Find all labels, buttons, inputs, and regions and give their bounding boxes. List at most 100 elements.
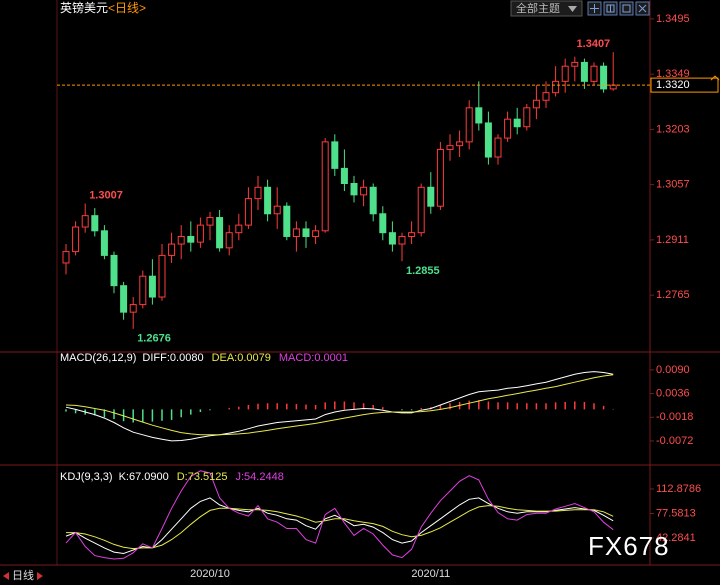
legend-entry: DIFF:0.0080 bbox=[142, 352, 203, 364]
y-tick-label: -0.0072 bbox=[656, 435, 693, 447]
candle-body bbox=[168, 243, 176, 256]
y-tick-label: 1.2911 bbox=[656, 234, 689, 246]
indicator-line bbox=[65, 470, 614, 560]
select-label[interactable]: 全部主题 bbox=[516, 1, 560, 15]
candle-body bbox=[177, 235, 185, 245]
indicator-line bbox=[65, 374, 614, 436]
x-tick-label: 2020/11 bbox=[411, 568, 450, 580]
candle-body bbox=[350, 183, 358, 196]
candle-body bbox=[81, 215, 89, 228]
candle-body bbox=[436, 148, 444, 207]
low-annotation: 1.2676 bbox=[137, 333, 171, 345]
candle-body bbox=[283, 205, 291, 237]
legend-entry: K:67.0900 bbox=[119, 471, 169, 483]
indicator-line bbox=[65, 497, 614, 555]
candle-body bbox=[62, 251, 70, 264]
y-tick-label: 0.0036 bbox=[656, 387, 690, 399]
select-box[interactable] bbox=[510, 0, 583, 17]
candle-body bbox=[360, 186, 368, 196]
candle-body bbox=[91, 215, 99, 232]
candle-body bbox=[417, 186, 425, 234]
y-tick-label: 1.3057 bbox=[656, 179, 690, 191]
candle-body bbox=[235, 224, 243, 234]
candle-body bbox=[292, 228, 300, 237]
candle-body bbox=[302, 228, 310, 237]
indicator-title: KDJ(9,3,3) bbox=[60, 471, 113, 483]
candle-body bbox=[523, 107, 531, 128]
candle-body bbox=[100, 230, 108, 256]
candle-body bbox=[408, 232, 416, 237]
candle-body bbox=[340, 167, 348, 185]
candle-body bbox=[110, 254, 118, 287]
tool-icon bbox=[622, 4, 631, 13]
candle-body bbox=[484, 122, 492, 158]
period-label: 日线 bbox=[12, 568, 34, 582]
candle-body bbox=[542, 92, 550, 101]
indicator-title: MACD(26,12,9) bbox=[60, 352, 136, 364]
y-tick-label: 77.5813 bbox=[656, 507, 696, 519]
candle-body bbox=[504, 118, 512, 139]
y-tick-label: 42.2841 bbox=[656, 532, 696, 544]
legend-entry: D:73.5125 bbox=[177, 471, 228, 483]
candle-body bbox=[398, 235, 406, 245]
tool-icon bbox=[590, 4, 599, 13]
y-tick-label: 1.3203 bbox=[656, 123, 690, 135]
candle-body bbox=[552, 80, 560, 94]
high-annotation: 1.3407 bbox=[577, 38, 611, 50]
candle-body bbox=[446, 145, 454, 150]
candle-body bbox=[590, 65, 598, 82]
select-arrow[interactable] bbox=[568, 6, 577, 12]
candle-body bbox=[369, 186, 377, 215]
y-tick-label: 1.3349 bbox=[656, 68, 690, 80]
legend-entry: DEA:0.0079 bbox=[212, 352, 271, 364]
tool-icon bbox=[606, 4, 615, 13]
period-subtitle: <日线> bbox=[108, 1, 146, 15]
x-tick-label: 2020/10 bbox=[190, 568, 230, 580]
candle-body bbox=[513, 118, 521, 128]
candle-body bbox=[427, 186, 435, 207]
candle-body bbox=[187, 235, 195, 243]
candle-body bbox=[148, 275, 156, 298]
instrument-title: 英镑美元 bbox=[60, 0, 108, 15]
candle-body bbox=[244, 198, 252, 226]
next-arrow[interactable] bbox=[37, 572, 43, 580]
last-price-label: 1.3320 bbox=[656, 79, 690, 91]
watermark: FX678 bbox=[588, 531, 670, 561]
tool-icon bbox=[638, 4, 647, 13]
candle-body bbox=[129, 304, 137, 313]
legend-entry: MACD:0.0001 bbox=[279, 352, 348, 364]
candle-body bbox=[139, 275, 147, 306]
candle-body bbox=[561, 65, 569, 82]
candle-body bbox=[120, 285, 128, 313]
candle-body bbox=[273, 205, 281, 215]
candle-body bbox=[571, 61, 579, 67]
candle-body bbox=[465, 107, 473, 143]
candle-body bbox=[379, 213, 387, 234]
y-tick-label: 0.0090 bbox=[656, 364, 690, 376]
indicator-line bbox=[65, 371, 614, 442]
y-tick-label: 1.2765 bbox=[656, 289, 690, 301]
candle-body bbox=[456, 141, 464, 147]
prev-arrow[interactable] bbox=[3, 572, 9, 580]
low-annotation: 1.2855 bbox=[406, 265, 440, 277]
candle-body bbox=[580, 61, 588, 82]
candle-body bbox=[158, 254, 166, 298]
last-price-box bbox=[650, 77, 719, 93]
theme-select[interactable]: 全部主题 bbox=[510, 0, 583, 17]
y-tick-label: -0.0018 bbox=[656, 411, 693, 423]
candle-body bbox=[532, 99, 540, 109]
candle-body bbox=[216, 217, 224, 249]
candle-body bbox=[312, 230, 320, 237]
candle-body bbox=[254, 186, 262, 200]
last-price-arrow bbox=[710, 75, 720, 81]
candle-body bbox=[321, 141, 329, 232]
tool-button[interactable] bbox=[619, 1, 634, 16]
indicator-line bbox=[66, 505, 614, 550]
candle-body bbox=[600, 65, 608, 90]
candle-body bbox=[609, 84, 617, 90]
tool-icons bbox=[587, 1, 650, 16]
candle-body bbox=[264, 186, 272, 215]
legend-entry: J:54.2448 bbox=[236, 471, 284, 483]
